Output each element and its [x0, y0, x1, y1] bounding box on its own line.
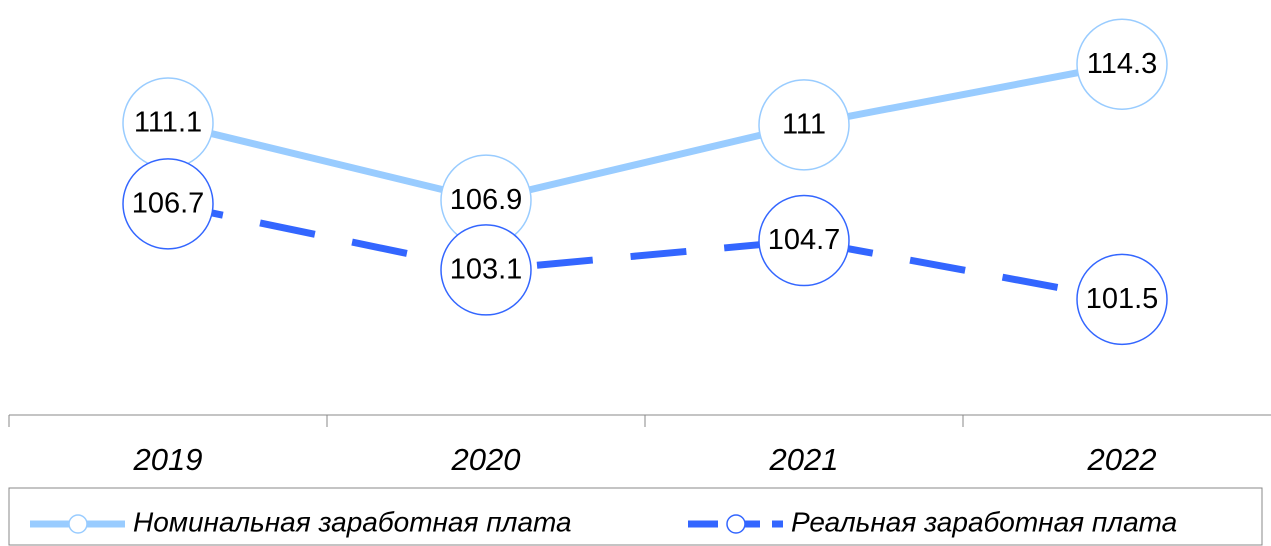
x-tick-label: 2020 — [451, 442, 521, 477]
legend-label: Реальная заработная плата — [791, 506, 1177, 537]
series-line — [167, 200, 1123, 303]
x-tick-label: 2019 — [133, 442, 203, 477]
marker — [758, 194, 850, 287]
data-label: 111 — [782, 109, 826, 141]
data-label: 104.7 — [768, 224, 841, 256]
data-label: 101.5 — [1086, 283, 1159, 315]
data-label: 114.3 — [1087, 48, 1157, 80]
data-label: 111.1 — [134, 107, 202, 139]
data-label: 106.9 — [450, 184, 523, 216]
data-label: 103.1 — [450, 254, 523, 286]
marker — [440, 224, 532, 316]
legend-marker — [726, 514, 746, 534]
series-line — [167, 60, 1123, 204]
marker — [1076, 18, 1168, 111]
legend-label: Номинальная заработная плата — [133, 506, 572, 537]
marker — [1076, 253, 1168, 346]
x-tick-label: 2021 — [769, 442, 839, 477]
legend-box — [8, 487, 1263, 546]
legend-marker — [68, 514, 88, 534]
marker — [122, 158, 214, 250]
x-tick-label: 2022 — [1087, 442, 1157, 477]
marker — [758, 79, 850, 171]
data-label: 106.7 — [132, 187, 205, 219]
